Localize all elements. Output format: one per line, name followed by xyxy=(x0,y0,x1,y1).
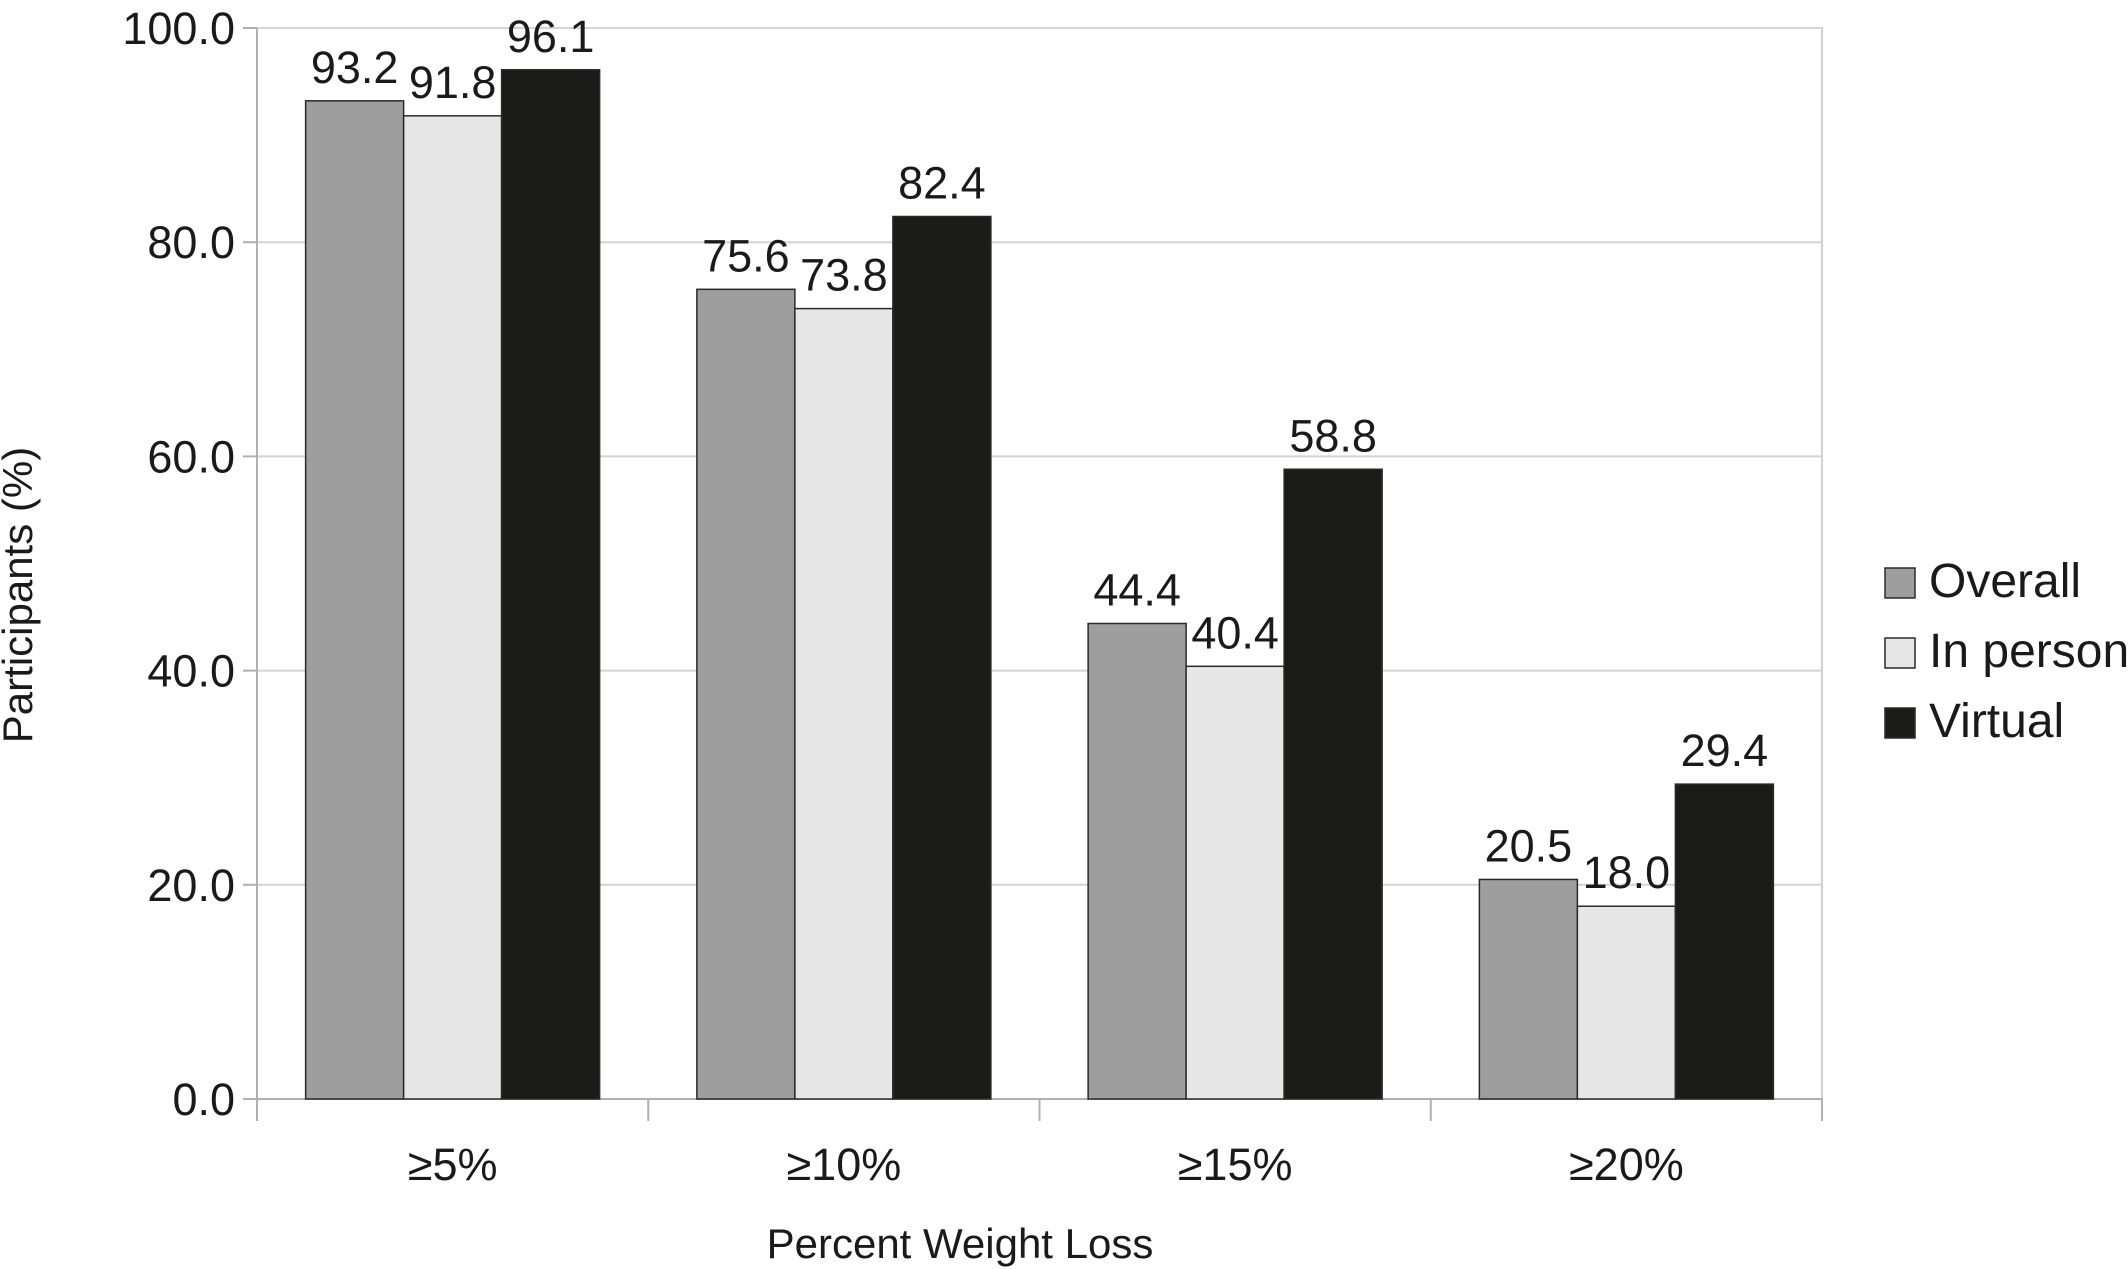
bars xyxy=(304,69,1775,1100)
y-tick-label: 20.0 xyxy=(147,860,235,911)
data-label: 93.2 xyxy=(311,42,399,93)
data-label: 73.8 xyxy=(800,250,888,301)
data-label: 82.4 xyxy=(898,157,986,208)
data-label: 29.4 xyxy=(1681,725,1769,776)
data-label: 58.8 xyxy=(1289,410,1377,461)
x-axis-title: Percent Weight Loss xyxy=(767,1220,1154,1267)
data-label: 20.5 xyxy=(1485,820,1573,871)
bar xyxy=(1576,905,1677,1100)
legend-label: In person xyxy=(1929,625,2128,678)
legend: Overall In person Virtual xyxy=(1884,555,2128,748)
y-tick-label: 0.0 xyxy=(172,1074,235,1125)
y-tick-label: 60.0 xyxy=(147,431,235,482)
y-tick-label: 100.0 xyxy=(122,3,235,54)
bar xyxy=(1674,783,1775,1100)
legend-label: Overall xyxy=(1929,555,2081,608)
y-tick-label: 40.0 xyxy=(147,646,235,697)
legend-swatch xyxy=(1884,707,1916,739)
bar xyxy=(1283,468,1383,1100)
legend-swatch xyxy=(1884,567,1916,599)
data-label: 96.1 xyxy=(507,11,595,62)
bar xyxy=(500,69,601,1100)
legend-swatch xyxy=(1884,637,1916,669)
bar xyxy=(402,115,503,1100)
x-tick-label: ≥20% xyxy=(1569,1139,1684,1190)
bar xyxy=(1087,622,1187,1100)
legend-label: Virtual xyxy=(1929,695,2064,748)
bar xyxy=(794,307,894,1100)
y-tick-label: 80.0 xyxy=(147,217,235,268)
x-tick-label: ≥15% xyxy=(1178,1139,1293,1190)
data-label: 91.8 xyxy=(409,57,497,108)
x-tick-label: ≥10% xyxy=(786,1139,901,1190)
data-label: 44.4 xyxy=(1093,564,1181,615)
data-label: 40.4 xyxy=(1191,607,1279,658)
data-label: 75.6 xyxy=(702,230,790,281)
data-label: 18.0 xyxy=(1583,847,1671,898)
bar xyxy=(304,100,405,1100)
bar xyxy=(696,288,796,1100)
bar xyxy=(1478,878,1579,1100)
data-labels: 93.2 91.896.1 75.6 73.882.4 44.440.4 58.8 20.5… xyxy=(311,11,1768,898)
x-tick-label: ≥5% xyxy=(408,1139,498,1190)
bar xyxy=(892,215,992,1100)
bar xyxy=(1185,665,1285,1100)
y-axis-title: Participants (%) xyxy=(0,447,41,743)
axes: 0.0 20.0 40.0 60.0 80.0 100.0 ≥5% ≥10% ≥15% ≥20% xyxy=(122,3,1823,1190)
